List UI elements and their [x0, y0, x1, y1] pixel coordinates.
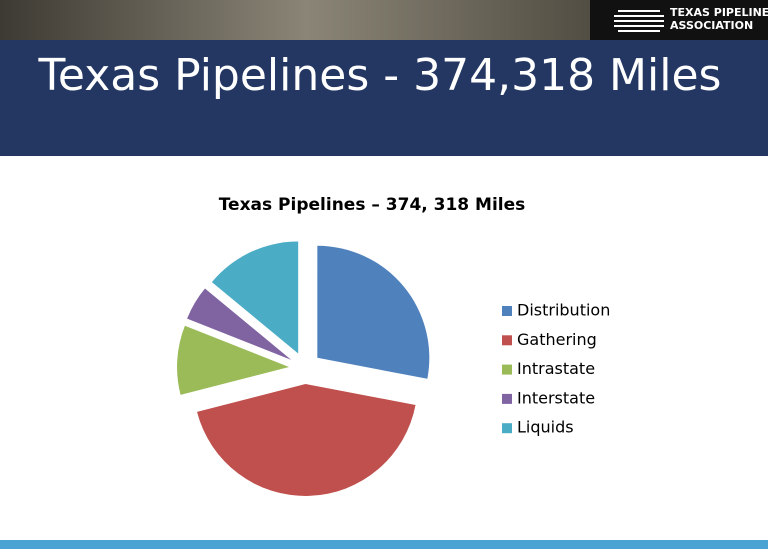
legend-swatch	[502, 306, 512, 316]
pie-slice	[197, 383, 416, 496]
legend-label: Gathering	[517, 330, 597, 349]
pie-slice	[177, 325, 290, 395]
legend-swatch	[502, 423, 512, 434]
legend-label: Intrastate	[517, 359, 595, 378]
chart-title: Texas Pipelines – 374, 318 Miles	[219, 195, 526, 215]
logo-text: TEXAS PIPELINE	[670, 6, 768, 19]
slide-title: Texas Pipelines - 374,318 Miles	[38, 50, 722, 101]
footer-band	[0, 540, 768, 549]
legend-label: Liquids	[517, 418, 574, 437]
legend-swatch	[502, 393, 512, 404]
legend-swatch	[502, 335, 512, 346]
pie-slice	[187, 288, 292, 360]
header-band	[0, 40, 768, 156]
legend-label: Distribution	[517, 301, 610, 320]
logo-text: ASSOCIATION	[670, 19, 753, 32]
legend-label: Interstate	[517, 388, 595, 407]
pie-slice	[211, 241, 299, 354]
logo-mark	[614, 10, 664, 32]
legend-swatch	[502, 364, 512, 375]
pie-slice	[317, 245, 430, 379]
